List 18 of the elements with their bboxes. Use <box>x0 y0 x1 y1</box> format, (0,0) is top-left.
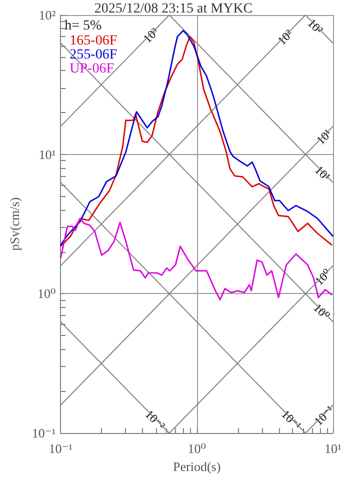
annotation: 10² <box>274 26 296 48</box>
y-tick-label: 10⁰ <box>37 286 56 302</box>
y-tick-label: 10⁻¹ <box>32 426 56 441</box>
text: UP-06F <box>70 62 114 76</box>
y-axis-title: pSv(cm/s) <box>7 197 22 251</box>
x-tick-label: 10⁻¹ <box>48 441 73 456</box>
x-axis-title: Period(s) <box>172 459 221 474</box>
x-tick-label: 10⁰ <box>188 441 206 456</box>
annotation: 10⁰ <box>312 266 334 288</box>
annotation: 10⁻² <box>142 407 168 433</box>
chart-title: 2025/12/08 23:15 at MYKC <box>94 2 253 16</box>
annotation: h= 5% <box>64 18 102 34</box>
text: 165-06F <box>70 34 118 48</box>
x-tick-label: 10¹ <box>324 441 342 456</box>
y-tick-label: 10² <box>38 8 56 22</box>
y-tick-label: 10¹ <box>38 146 56 162</box>
text: 255-06F <box>70 48 118 62</box>
annotation: 10¹ <box>314 126 335 148</box>
